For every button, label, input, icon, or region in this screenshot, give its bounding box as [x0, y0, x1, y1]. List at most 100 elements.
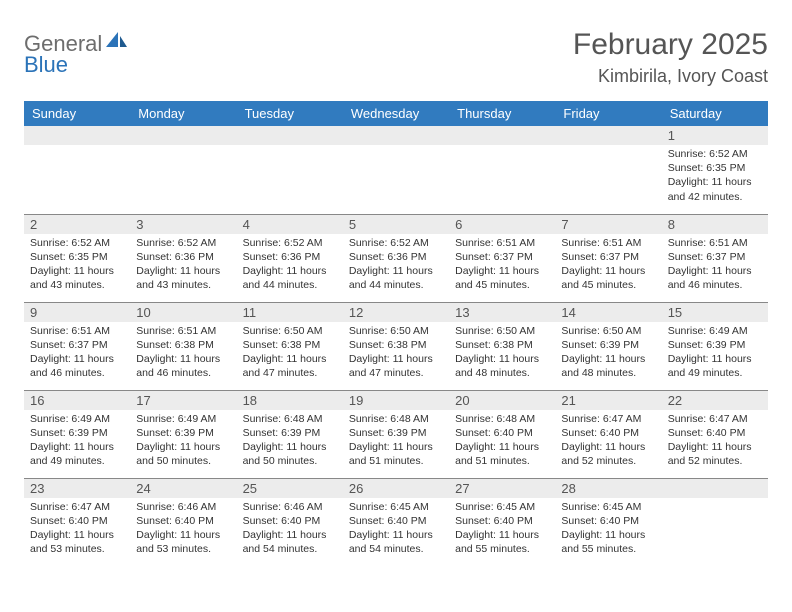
daylight-text: Daylight: 11 hours and 53 minutes.	[30, 528, 124, 556]
sunset-text: Sunset: 6:39 PM	[136, 426, 230, 440]
day-number	[662, 479, 768, 498]
cell-body: Sunrise: 6:52 AMSunset: 6:35 PMDaylight:…	[662, 145, 768, 208]
calendar-week-row: 9Sunrise: 6:51 AMSunset: 6:37 PMDaylight…	[24, 302, 768, 390]
cell-body: Sunrise: 6:50 AMSunset: 6:38 PMDaylight:…	[237, 322, 343, 385]
sunset-text: Sunset: 6:39 PM	[668, 338, 762, 352]
sunset-text: Sunset: 6:37 PM	[455, 250, 549, 264]
sunrise-text: Sunrise: 6:46 AM	[243, 500, 337, 514]
sunrise-text: Sunrise: 6:51 AM	[30, 324, 124, 338]
day-number: 13	[449, 303, 555, 322]
daylight-text: Daylight: 11 hours and 44 minutes.	[243, 264, 337, 292]
day-number: 11	[237, 303, 343, 322]
calendar-cell: 24 Sunrise: 6:46 AMSunset: 6:40 PMDayligh…	[130, 478, 236, 566]
cell-body	[555, 145, 661, 151]
daylight-text: Daylight: 11 hours and 45 minutes.	[455, 264, 549, 292]
sunrise-text: Sunrise: 6:46 AM	[136, 500, 230, 514]
day-number	[237, 126, 343, 145]
calendar-cell: 15Sunrise: 6:49 AMSunset: 6:39 PMDayligh…	[662, 302, 768, 390]
day-number: 25	[237, 479, 343, 498]
day-label: Tuesday	[237, 101, 343, 126]
calendar-cell	[449, 126, 555, 214]
day-number: 1	[662, 126, 768, 145]
cell-body: Sunrise: 6:51 AMSunset: 6:37 PMDaylight:…	[24, 322, 130, 385]
cell-body: Sunrise: 6:50 AMSunset: 6:39 PMDaylight:…	[555, 322, 661, 385]
calendar-cell: 14Sunrise: 6:50 AMSunset: 6:39 PMDayligh…	[555, 302, 661, 390]
sunset-text: Sunset: 6:36 PM	[349, 250, 443, 264]
cell-body: Sunrise: 6:52 AMSunset: 6:36 PMDaylight:…	[237, 234, 343, 297]
cell-body: Sunrise: 6:49 AMSunset: 6:39 PMDaylight:…	[130, 410, 236, 473]
daylight-text: Daylight: 11 hours and 46 minutes.	[668, 264, 762, 292]
sunset-text: Sunset: 6:38 PM	[136, 338, 230, 352]
calendar-cell: 16Sunrise: 6:49 AMSunset: 6:39 PMDayligh…	[24, 390, 130, 478]
sunset-text: Sunset: 6:40 PM	[136, 514, 230, 528]
cell-body: Sunrise: 6:51 AMSunset: 6:37 PMDaylight:…	[662, 234, 768, 297]
daylight-text: Daylight: 11 hours and 45 minutes.	[561, 264, 655, 292]
sunrise-text: Sunrise: 6:49 AM	[136, 412, 230, 426]
sunrise-text: Sunrise: 6:51 AM	[136, 324, 230, 338]
day-number: 26	[343, 479, 449, 498]
title-block: February 2025 Kimbirila, Ivory Coast	[573, 28, 768, 87]
cell-body: Sunrise: 6:48 AMSunset: 6:40 PMDaylight:…	[449, 410, 555, 473]
day-number: 22	[662, 391, 768, 410]
calendar-cell: 19Sunrise: 6:48 AMSunset: 6:39 PMDayligh…	[343, 390, 449, 478]
cell-body	[237, 145, 343, 151]
sunset-text: Sunset: 6:40 PM	[561, 426, 655, 440]
sunrise-text: Sunrise: 6:45 AM	[349, 500, 443, 514]
calendar-week-row: 2Sunrise: 6:52 AMSunset: 6:35 PMDaylight…	[24, 214, 768, 302]
calendar-cell: 22Sunrise: 6:47 AMSunset: 6:40 PMDayligh…	[662, 390, 768, 478]
calendar-cell: 18Sunrise: 6:48 AMSunset: 6:39 PMDayligh…	[237, 390, 343, 478]
daylight-text: Daylight: 11 hours and 46 minutes.	[136, 352, 230, 380]
sunset-text: Sunset: 6:36 PM	[243, 250, 337, 264]
day-number: 20	[449, 391, 555, 410]
daylight-text: Daylight: 11 hours and 52 minutes.	[668, 440, 762, 468]
day-number	[130, 126, 236, 145]
sunset-text: Sunset: 6:39 PM	[30, 426, 124, 440]
cell-body: Sunrise: 6:52 AMSunset: 6:36 PMDaylight:…	[343, 234, 449, 297]
page-header: General February 2025 Kimbirila, Ivory C…	[24, 28, 768, 87]
day-number: 23	[24, 479, 130, 498]
cell-body: Sunrise: 6:47 AMSunset: 6:40 PMDaylight:…	[24, 498, 130, 561]
sunset-text: Sunset: 6:40 PM	[30, 514, 124, 528]
daylight-text: Daylight: 11 hours and 47 minutes.	[349, 352, 443, 380]
sunrise-text: Sunrise: 6:50 AM	[243, 324, 337, 338]
daylight-text: Daylight: 11 hours and 53 minutes.	[136, 528, 230, 556]
day-number: 5	[343, 215, 449, 234]
cell-body: Sunrise: 6:49 AMSunset: 6:39 PMDaylight:…	[662, 322, 768, 385]
day-number: 14	[555, 303, 661, 322]
logo: General	[24, 28, 130, 55]
calendar-week-row: 1Sunrise: 6:52 AMSunset: 6:35 PMDaylight…	[24, 126, 768, 214]
sunset-text: Sunset: 6:39 PM	[243, 426, 337, 440]
calendar-cell: 8Sunrise: 6:51 AMSunset: 6:37 PMDaylight…	[662, 214, 768, 302]
day-number	[24, 126, 130, 145]
calendar-cell: 6Sunrise: 6:51 AMSunset: 6:37 PMDaylight…	[449, 214, 555, 302]
sunrise-text: Sunrise: 6:49 AM	[30, 412, 124, 426]
day-number: 24	[130, 479, 236, 498]
cell-body: Sunrise: 6:50 AMSunset: 6:38 PMDaylight:…	[343, 322, 449, 385]
sunrise-text: Sunrise: 6:51 AM	[455, 236, 549, 250]
sunrise-text: Sunrise: 6:52 AM	[30, 236, 124, 250]
cell-body: Sunrise: 6:45 AMSunset: 6:40 PMDaylight:…	[343, 498, 449, 561]
calendar-cell: 9Sunrise: 6:51 AMSunset: 6:37 PMDaylight…	[24, 302, 130, 390]
cell-body: Sunrise: 6:52 AMSunset: 6:36 PMDaylight:…	[130, 234, 236, 297]
calendar-cell: 13Sunrise: 6:50 AMSunset: 6:38 PMDayligh…	[449, 302, 555, 390]
calendar-cell: 17Sunrise: 6:49 AMSunset: 6:39 PMDayligh…	[130, 390, 236, 478]
calendar-cell	[662, 478, 768, 566]
sunset-text: Sunset: 6:36 PM	[136, 250, 230, 264]
sunrise-text: Sunrise: 6:50 AM	[561, 324, 655, 338]
sunset-text: Sunset: 6:39 PM	[561, 338, 655, 352]
daylight-text: Daylight: 11 hours and 50 minutes.	[136, 440, 230, 468]
cell-body	[343, 145, 449, 151]
sunset-text: Sunset: 6:40 PM	[349, 514, 443, 528]
sunset-text: Sunset: 6:38 PM	[455, 338, 549, 352]
sunset-text: Sunset: 6:40 PM	[243, 514, 337, 528]
sunset-text: Sunset: 6:40 PM	[668, 426, 762, 440]
sunrise-text: Sunrise: 6:52 AM	[243, 236, 337, 250]
cell-body: Sunrise: 6:51 AMSunset: 6:38 PMDaylight:…	[130, 322, 236, 385]
sunrise-text: Sunrise: 6:51 AM	[668, 236, 762, 250]
calendar-cell	[343, 126, 449, 214]
sunrise-text: Sunrise: 6:45 AM	[455, 500, 549, 514]
day-number: 9	[24, 303, 130, 322]
day-number: 10	[130, 303, 236, 322]
sunrise-text: Sunrise: 6:51 AM	[561, 236, 655, 250]
day-number	[343, 126, 449, 145]
